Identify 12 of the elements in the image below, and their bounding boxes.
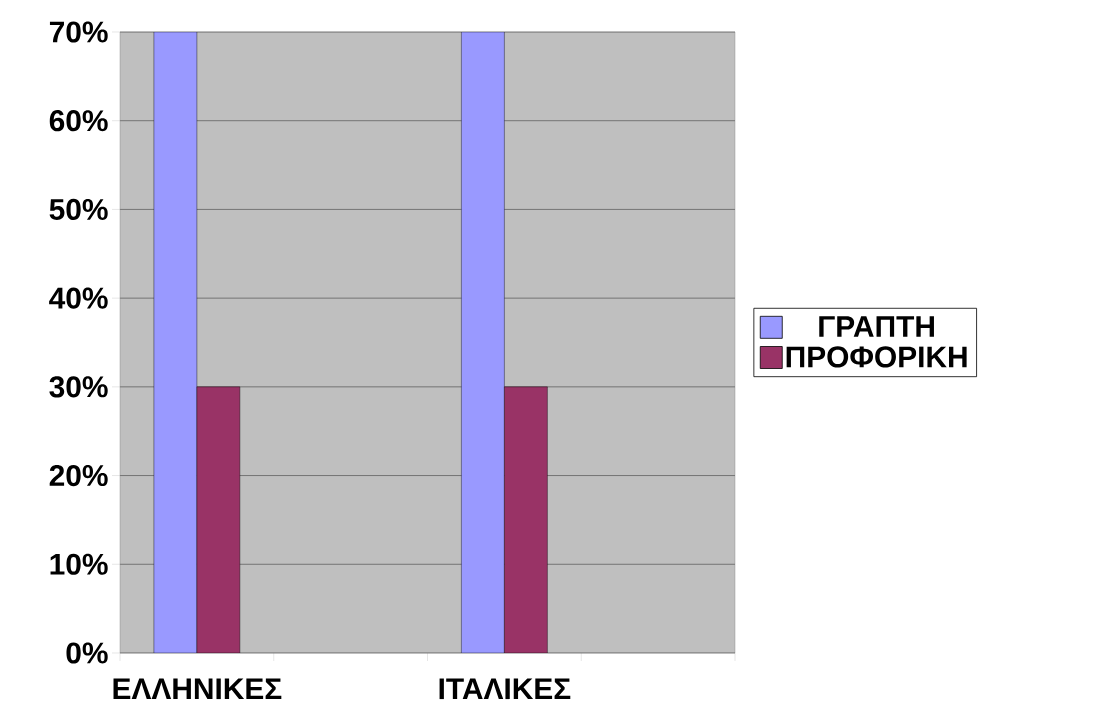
y-tick-label: 0% — [66, 642, 108, 664]
y-tick-label: 50% — [49, 198, 108, 220]
x-tick-label: ΕΛΛΗΝΙΚΕΣ — [113, 678, 282, 700]
y-tick-label: 40% — [49, 287, 108, 309]
x-tick-label: ΙΤΑΛΙΚΕΣ — [439, 678, 571, 700]
legend-label: ΠΡΟΦΟΡΙΚΗ — [786, 346, 967, 368]
y-tick-label: 10% — [50, 553, 108, 575]
y-tick-label: 30% — [49, 376, 108, 398]
legend-label: ΓΡΑΠΤΗ — [819, 316, 934, 337]
y-tick-label: 60% — [49, 110, 108, 132]
y-tick-label: 70% — [49, 21, 108, 43]
y-tick-label: 20% — [49, 464, 108, 487]
